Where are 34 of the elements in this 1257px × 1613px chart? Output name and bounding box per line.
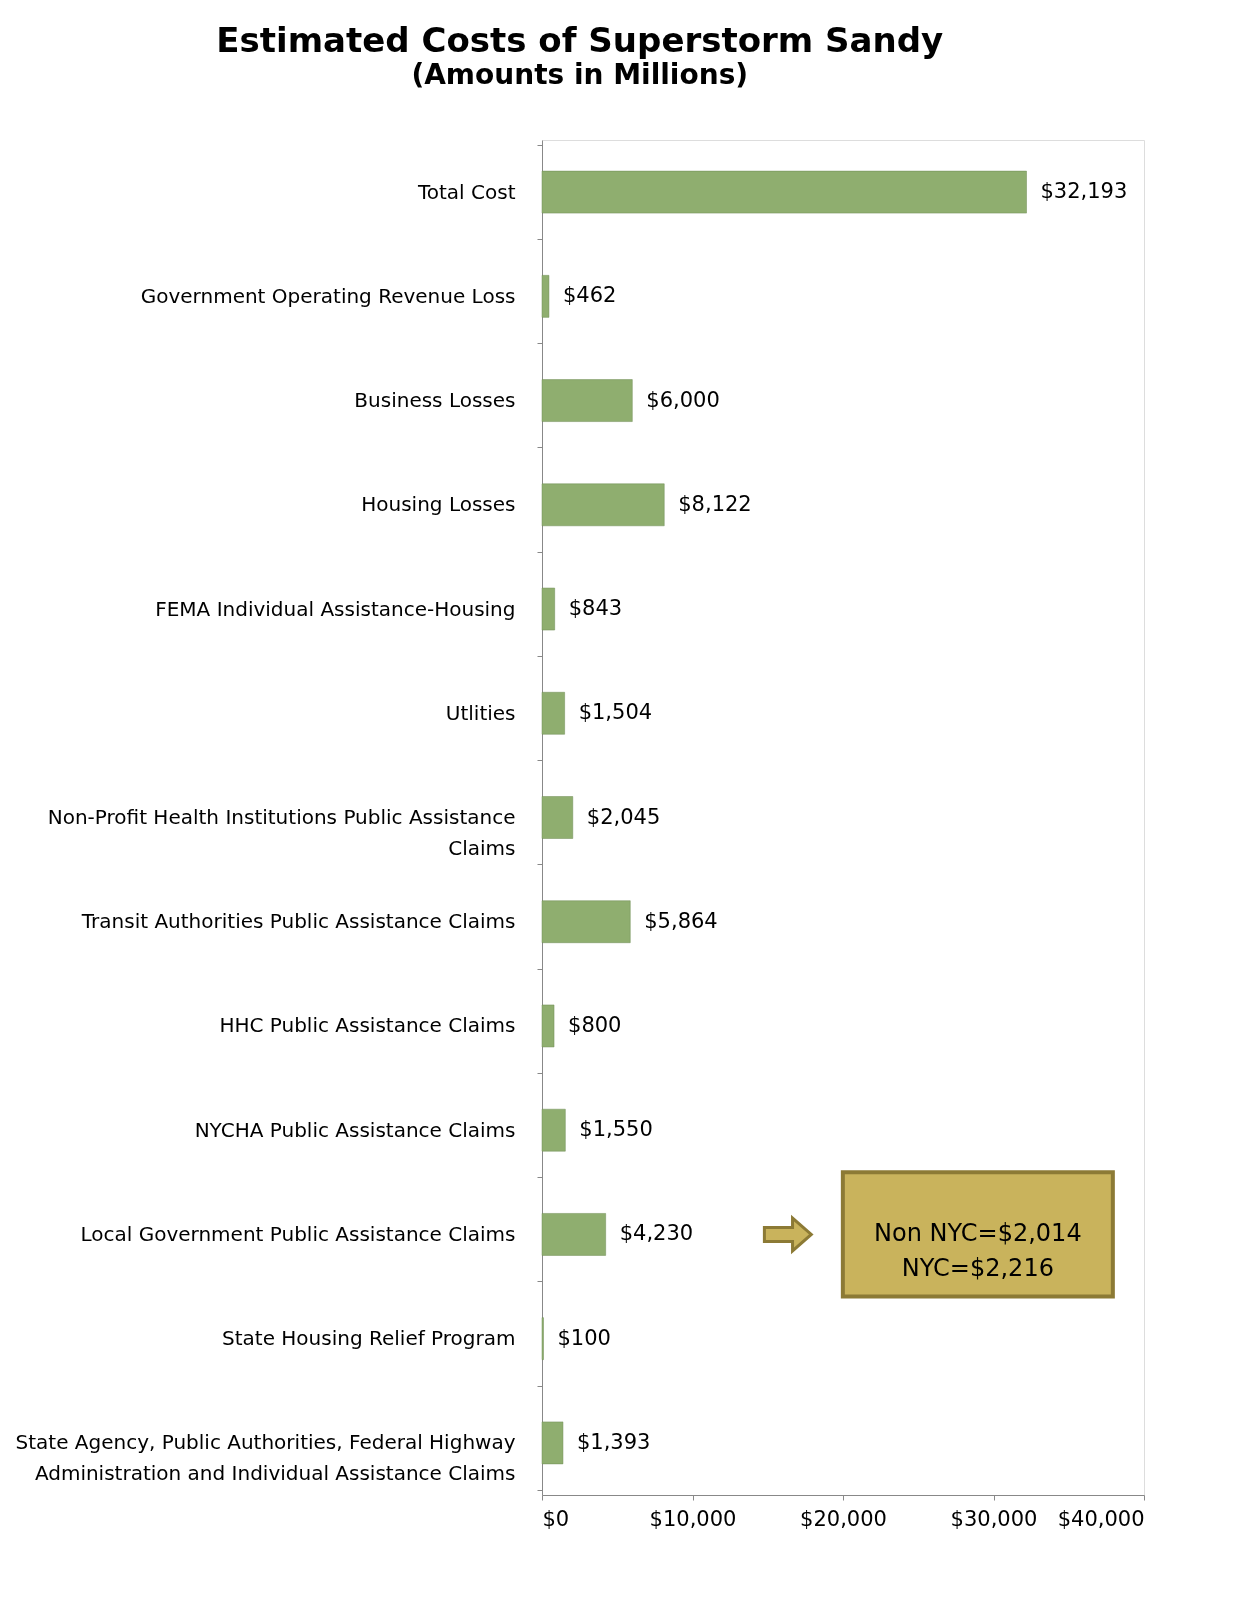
annotation: Non NYC=$2,014 NYC=$2,216 — [874, 1219, 1082, 1283]
y-tick-label: State Housing Relief Program — [222, 1326, 516, 1351]
data-label: $462 — [562, 283, 617, 308]
y-tick-label: HHC Public Assistance Claims — [219, 1013, 516, 1038]
data-label: $32,193 — [1040, 179, 1128, 204]
data-label: $5,864 — [644, 908, 718, 933]
y-tick-label: NYCHA Public Assistance Claims — [194, 1117, 516, 1142]
y-tick-label: FEMA Individual Assistance-Housing — [155, 596, 516, 621]
y-tick-label: Housing Losses — [361, 492, 516, 517]
data-label: $2,045 — [586, 804, 661, 829]
chart-title: Estimated Costs of Superstorm Sandy — [216, 20, 944, 60]
y-tick-label: Business Losses — [354, 388, 516, 413]
data-label: $843 — [568, 596, 623, 621]
data-label: $1,504 — [578, 700, 653, 725]
data-label: $6,000 — [646, 387, 720, 412]
y-tick-label: Local Government Public Assistance Claims — [80, 1221, 516, 1246]
x-tick-label: $0 — [542, 1506, 570, 1531]
data-label: $4,230 — [619, 1221, 694, 1246]
x-tick-label: $10,000 — [649, 1506, 737, 1531]
data-label: $1,550 — [579, 1117, 653, 1142]
y-tick-label: State Agency, Public Authorities, Federal Highway Administration and Individual Assistance Claims — [15, 1430, 516, 1486]
y-tick-label: Non-Profit Health Institutions Public Assistance Claims — [47, 805, 516, 860]
y-tick-label: Utlities — [445, 700, 516, 725]
y-tick-label: Government Operating Revenue Loss — [140, 283, 516, 308]
x-tick-label: $20,000 — [800, 1506, 887, 1531]
data-label: $100 — [557, 1325, 611, 1350]
y-tick-label: Transit Authorities Public Assistance Claims — [80, 909, 516, 934]
data-label: $8,122 — [678, 491, 752, 516]
x-tick-label: $30,000 — [950, 1506, 1038, 1531]
data-label: $1,393 — [576, 1429, 651, 1454]
data-label: $800 — [568, 1012, 622, 1037]
y-tick-label: Total Cost — [416, 179, 516, 204]
x-tick-label: $40,000 — [1057, 1506, 1145, 1531]
chart-subtitle: (Amounts in Millions) — [411, 58, 749, 91]
